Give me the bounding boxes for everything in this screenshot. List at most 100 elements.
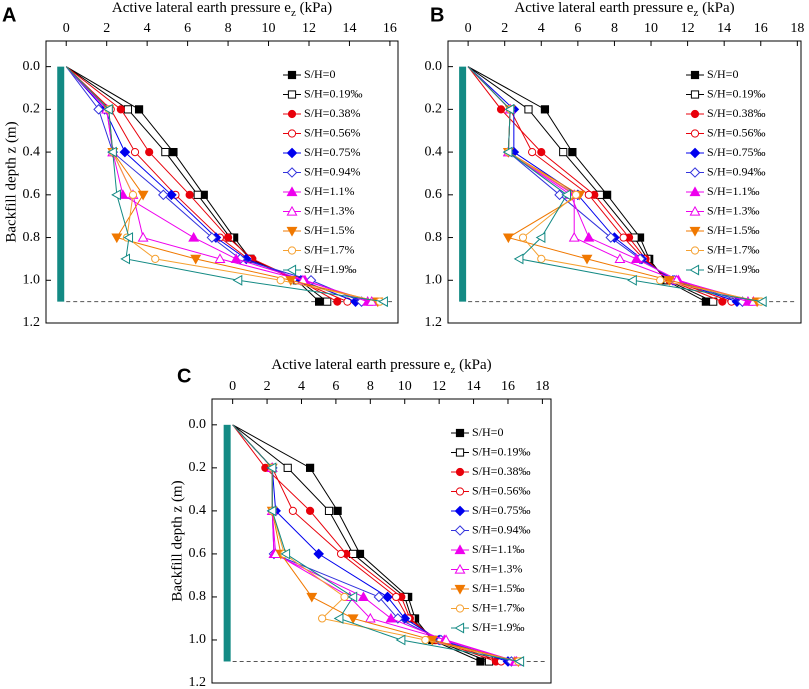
series-line (467, 66, 743, 303)
marker (502, 233, 514, 244)
marker (504, 103, 515, 115)
legend-label: S/H=1.5‰ (707, 223, 759, 237)
y-tick-label: 0.0 (23, 59, 41, 74)
series-line (467, 66, 749, 303)
legend-label: S/H=1.7% (304, 242, 354, 256)
plot-frame (447, 40, 802, 324)
x-axis-title-main: Active lateral earth pressure e (271, 357, 450, 373)
marker (130, 147, 140, 157)
legend-label: S/H=0.75‰ (472, 503, 530, 517)
legend-label: S/H=1.1‰ (472, 542, 524, 556)
series-line (467, 66, 707, 303)
x-axis-title-main: Active lateral earth pressure e (112, 0, 291, 16)
x-tick-label: 0 (465, 21, 472, 36)
x-tick-label: 10 (398, 379, 412, 394)
y-tick-label: 1.0 (425, 272, 443, 287)
plot-frame (45, 40, 399, 324)
marker (128, 190, 138, 199)
legend-label: S/H=1.5‰ (472, 581, 524, 595)
marker (689, 264, 700, 276)
marker (454, 525, 466, 536)
marker (297, 274, 309, 285)
marker (399, 613, 411, 624)
marker (287, 109, 297, 119)
marker (535, 232, 546, 243)
marker (336, 549, 346, 559)
marker (392, 592, 401, 602)
legend-label: S/H=1.1% (304, 184, 354, 198)
series-line (65, 66, 384, 303)
marker (561, 189, 571, 201)
y-tick-label: 0.4 (23, 144, 41, 159)
marker (656, 276, 665, 285)
marker (287, 70, 297, 80)
panel-label: C (177, 365, 191, 387)
marker (286, 167, 298, 178)
marker (107, 146, 117, 158)
x-tick-label: 8 (611, 21, 618, 36)
marker (120, 253, 131, 265)
series-line (232, 424, 497, 662)
x-tick-label: 16 (501, 379, 515, 394)
marker (584, 190, 593, 199)
legend-label: S/H=0.38‰ (472, 464, 530, 478)
marker (373, 591, 385, 603)
marker (323, 297, 332, 306)
marker (230, 253, 242, 264)
x-tick-label: 2 (264, 379, 271, 394)
marker (333, 297, 342, 306)
legend-label: S/H=1.5% (304, 223, 354, 237)
marker (123, 232, 134, 243)
marker (528, 147, 537, 157)
y-axis-title: Backfill depth z (m) (169, 480, 185, 601)
y-tick-label: 0.6 (425, 187, 443, 202)
marker (455, 487, 465, 496)
marker (690, 70, 700, 80)
legend-label: S/H=1.1‰ (707, 184, 759, 198)
marker (689, 205, 701, 216)
legend-label: S/H=0 (472, 425, 503, 439)
marker (583, 231, 595, 242)
marker (627, 274, 637, 286)
marker (690, 109, 700, 119)
marker (454, 505, 466, 517)
marker (619, 233, 628, 242)
marker (454, 544, 466, 555)
marker (286, 147, 298, 159)
marker (137, 190, 149, 201)
marker (347, 614, 359, 625)
x-tick-label: 12 (681, 21, 695, 36)
marker (630, 253, 642, 264)
marker (169, 147, 178, 157)
retaining-wall (223, 424, 231, 662)
marker (214, 253, 226, 264)
x-tick-label: 8 (367, 379, 374, 394)
y-tick-label: 0.8 (425, 230, 443, 245)
legend-label: S/H=0.19‰ (472, 444, 530, 458)
marker (568, 231, 580, 242)
legend-label: S/H=0.19‰ (707, 86, 765, 100)
marker (285, 276, 297, 286)
retaining-wall (57, 66, 65, 302)
x-tick-label: 6 (184, 21, 191, 36)
marker (93, 104, 104, 115)
x-axis-title-sub: z (450, 364, 455, 376)
marker (690, 129, 700, 138)
y-tick-label: 0.2 (189, 460, 207, 475)
marker (571, 190, 581, 199)
x-axis-title: Active lateral earth pressure ez (kPa) (112, 0, 332, 18)
legend-label: S/H=0.38% (304, 106, 360, 120)
marker (283, 463, 292, 472)
marker (603, 190, 612, 199)
x-axis-title-sub: z (291, 7, 296, 19)
retaining-wall (459, 66, 467, 302)
marker (690, 246, 700, 255)
marker (306, 592, 318, 603)
series-line (467, 66, 714, 303)
marker (568, 147, 577, 157)
marker (395, 634, 406, 646)
legend-label: S/H=0.19‰ (304, 86, 362, 100)
marker (689, 186, 701, 197)
marker (455, 604, 465, 613)
marker (161, 147, 170, 157)
